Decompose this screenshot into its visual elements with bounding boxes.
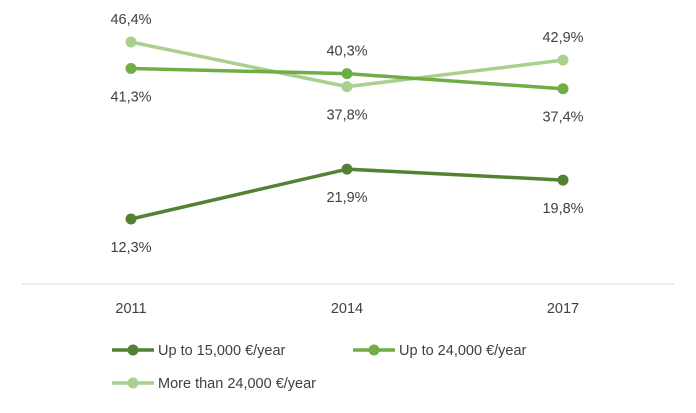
x-tick-label: 2011 <box>115 301 146 317</box>
data-point-0-2 <box>557 174 569 186</box>
data-label-1-0: 41,3% <box>110 89 151 105</box>
legend-swatch-marker <box>127 344 139 356</box>
data-point-0-0 <box>125 213 137 225</box>
data-point-1-1 <box>341 68 353 80</box>
legend-item: Up to 15,000 €/year <box>112 343 286 359</box>
legend-label: Up to 24,000 €/year <box>399 343 527 359</box>
legend-swatch-marker <box>368 344 380 356</box>
legend-item: More than 24,000 €/year <box>112 376 316 392</box>
legend-label: More than 24,000 €/year <box>158 376 316 392</box>
x-tick-label: 2017 <box>547 301 579 317</box>
data-label-1-1: 40,3% <box>326 44 367 60</box>
legend-label: Up to 15,000 €/year <box>158 343 286 359</box>
data-label-0-2: 19,8% <box>542 201 583 217</box>
legend: Up to 15,000 €/year Up to 24,000 €/year Mo… <box>112 343 527 392</box>
legend-item: Up to 24,000 €/year <box>353 343 527 359</box>
data-point-2-2 <box>557 54 569 66</box>
data-point-0-1 <box>341 163 353 175</box>
data-point-1-0 <box>125 62 137 74</box>
legend-swatch-marker <box>127 377 139 389</box>
data-label-2-0: 46,4% <box>110 12 151 28</box>
x-tick-labels: 2011 2014 2017 <box>115 301 579 317</box>
data-label-2-2: 42,9% <box>542 30 583 46</box>
data-label-0-0: 12,3% <box>110 240 151 256</box>
data-point-2-0 <box>125 36 137 48</box>
data-point-1-2 <box>557 83 569 95</box>
series-layer: 12,3% 21,9% 19,8% 41,3% 40,3% 37,4% 46,4% 37,8%… <box>110 12 583 256</box>
data-label-2-1: 37,8% <box>326 108 367 124</box>
data-label-0-1: 21,9% <box>326 190 367 206</box>
data-label-1-2: 37,4% <box>542 110 583 126</box>
data-point-2-1 <box>341 81 353 93</box>
x-tick-label: 2014 <box>331 301 363 317</box>
